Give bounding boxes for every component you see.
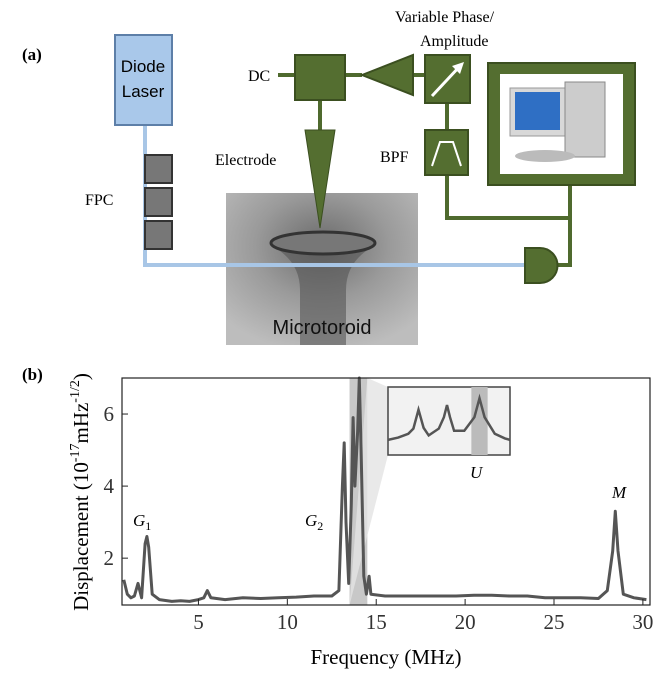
keyboard (515, 150, 575, 162)
x-axis-label: Frequency (MHz) (310, 645, 461, 669)
panel-a: (a) Microtoroid Diode Laser FPC DC Varia… (22, 9, 635, 345)
y-axis-label: Displacement (10-17mHz-1/2) (68, 373, 93, 611)
y-axis-label-part: mHz (69, 403, 93, 444)
x-tick-label: 20 (455, 610, 476, 634)
panel-label: (b) (22, 365, 43, 384)
panel-b: (b) 5 10 15 20 25 30 2 4 6 Frequency (MHz) Displace… (22, 365, 653, 669)
phase-label: Amplitude (420, 33, 488, 50)
y-axis-label-part: -1/2 (68, 380, 83, 403)
dc-box (295, 55, 345, 100)
y-axis-label-part: -17 (68, 444, 83, 463)
electrode-label: Electrode (215, 152, 276, 169)
amplifier (362, 55, 413, 95)
peak-label-text: G (133, 511, 145, 530)
laser-label: Diode (121, 57, 165, 76)
peak-label-text: U (470, 463, 484, 482)
bpf-label: BPF (380, 149, 409, 166)
y-axis-label-part: Displacement (10 (69, 462, 93, 611)
peak-label: M (611, 483, 627, 502)
phase-label: Variable Phase/ (395, 9, 495, 26)
peak-label: G2 (305, 511, 323, 533)
x-tick-label: 5 (193, 610, 204, 634)
x-tick-label: 10 (277, 610, 298, 634)
y-tick-label: 6 (104, 402, 115, 426)
fpc-paddle (145, 221, 172, 249)
tower (565, 82, 605, 157)
y-tick-label: 4 (104, 474, 115, 498)
screen (515, 92, 560, 130)
peak-label-sub: 2 (317, 519, 323, 533)
detector (525, 248, 558, 283)
x-tick-label: 30 (632, 610, 653, 634)
y-axis-label-part: ) (69, 373, 93, 380)
fpc-label: FPC (85, 192, 113, 209)
panel-label: (a) (22, 45, 42, 64)
dc-label: DC (248, 68, 270, 85)
laser-box (115, 35, 172, 125)
x-tick-label: 15 (366, 610, 387, 634)
fpc-paddle (145, 155, 172, 183)
bpf-box (425, 130, 468, 175)
device-label: Microtoroid (273, 317, 372, 339)
peak-label-sub: 1 (145, 519, 151, 533)
peak-label-text: M (611, 483, 627, 502)
laser-label: Laser (122, 82, 165, 101)
y-tick-label: 2 (104, 546, 115, 570)
figure: (a) Microtoroid Diode Laser FPC DC Varia… (0, 0, 661, 670)
inset-frame (388, 387, 510, 455)
peak-label: U (470, 463, 484, 482)
toroid (271, 232, 375, 254)
peak-label: G1 (133, 511, 151, 533)
fpc-paddle (145, 188, 172, 216)
x-tick-label: 25 (544, 610, 565, 634)
peak-label-text: G (305, 511, 317, 530)
